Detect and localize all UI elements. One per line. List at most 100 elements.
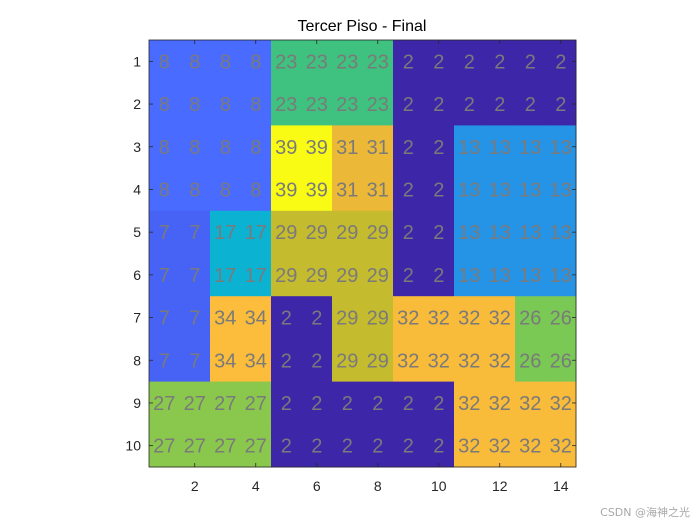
heatmap-cell [545, 168, 577, 212]
cell-value-label: 13 [458, 265, 480, 287]
cell-value-label: 2 [403, 137, 414, 159]
heatmap-cell [271, 168, 302, 212]
cell-value-label: 2 [372, 393, 383, 415]
cell-value-label: 13 [489, 222, 511, 244]
heatmap-cell [454, 210, 485, 254]
heatmap-cell [515, 424, 546, 468]
heatmap-cell [484, 338, 516, 383]
cell-value-label: 29 [367, 350, 389, 372]
cell-value-label: 2 [311, 436, 322, 458]
heatmap-cell [149, 338, 180, 383]
heatmap-cell [515, 125, 546, 169]
heatmap-cell [393, 381, 424, 425]
heatmap-cell [423, 296, 455, 340]
cell-value-label: 2 [433, 137, 444, 159]
cell-value-label: 2 [433, 94, 444, 116]
cell-value-label: 8 [220, 51, 231, 73]
heatmap-cell [393, 424, 424, 468]
cell-value-label: 2 [281, 308, 292, 330]
x-tick-label: 6 [313, 478, 321, 494]
x-tick-label: 4 [252, 478, 260, 494]
cell-value-label: 2 [433, 265, 444, 287]
heatmap-cell [515, 338, 546, 383]
heatmap-cell [515, 381, 546, 425]
heatmap-cell [362, 296, 394, 340]
cell-value-label: 13 [458, 222, 480, 244]
heatmap-cell [271, 40, 302, 84]
plot-frame [148, 39, 577, 468]
heatmap-cell [210, 296, 241, 340]
heatmap-cell [362, 338, 394, 383]
heatmap-cell [271, 424, 302, 468]
cell-value-label: 27 [245, 436, 267, 458]
y-tick-label: 6 [133, 267, 141, 283]
cell-value-label: 32 [489, 308, 511, 330]
heatmap-cell [210, 424, 241, 468]
cell-value-label: 23 [306, 94, 328, 116]
cell-value-label: 13 [489, 179, 511, 201]
heatmap-cell [240, 82, 272, 126]
heatmap-cell [545, 40, 577, 84]
heatmap-cell [423, 168, 455, 212]
heatmap-cell [332, 125, 363, 169]
cell-value-label: 29 [367, 265, 389, 287]
cell-value-label: 2 [403, 393, 414, 415]
cell-value-label: 26 [550, 350, 572, 372]
heatmap-cell [454, 253, 485, 297]
heatmap-cell [149, 381, 180, 425]
heatmap-cell [301, 210, 333, 254]
cell-value-label: 27 [153, 393, 175, 415]
heatmap-cell [240, 40, 272, 84]
heatmap-cell [179, 40, 211, 84]
cell-value-label: 31 [367, 179, 389, 201]
cell-value-label: 2 [433, 222, 444, 244]
cell-value-label: 2 [464, 51, 475, 73]
cell-value-label: 32 [550, 393, 572, 415]
cell-value-label: 2 [525, 94, 536, 116]
y-tick-label: 8 [133, 352, 141, 368]
cell-value-label: 26 [519, 308, 541, 330]
heatmap-cell [515, 210, 546, 254]
chart-title: Tercer Piso - Final [298, 18, 427, 35]
cell-value-label: 26 [519, 350, 541, 372]
cell-value-label: 32 [519, 393, 541, 415]
heatmap-cell [149, 210, 180, 254]
heatmap-cell [423, 40, 455, 84]
cell-value-label: 8 [189, 94, 200, 116]
heatmap-cell [515, 296, 546, 340]
heatmap-cell [393, 253, 424, 297]
heatmap-cell [210, 82, 241, 126]
heatmap-cell [301, 253, 333, 297]
heatmap-cell [484, 424, 516, 468]
heatmap-cell [393, 168, 424, 212]
heatmap-cell [362, 381, 394, 425]
cell-value-label: 31 [336, 137, 358, 159]
cell-value-label: 39 [306, 137, 328, 159]
cell-value-label: 8 [189, 51, 200, 73]
watermark: CSDN @海神之光 [600, 506, 690, 519]
cell-value-label: 7 [189, 350, 200, 372]
cell-value-label: 32 [550, 436, 572, 458]
heatmap-cell [301, 381, 333, 425]
cell-value-label: 34 [214, 308, 236, 330]
cell-value-label: 34 [214, 350, 236, 372]
heatmap-cell [240, 168, 272, 212]
y-tick-label: 2 [133, 96, 141, 112]
cell-value-label: 13 [519, 179, 541, 201]
cell-value-label: 39 [275, 137, 297, 159]
heatmap-cell [515, 168, 546, 212]
y-tick-label: 3 [133, 139, 141, 155]
cell-value-label: 13 [550, 265, 572, 287]
heatmap-cell [515, 40, 546, 84]
heatmap-cell [332, 210, 363, 254]
x-tick-label: 10 [431, 478, 447, 494]
cell-value-label: 13 [489, 137, 511, 159]
cell-value-label: 7 [159, 308, 170, 330]
cell-value-label: 27 [214, 436, 236, 458]
x-tick-label: 14 [553, 478, 569, 494]
cell-value-label: 7 [159, 265, 170, 287]
cell-value-label: 2 [433, 179, 444, 201]
heatmap-cell [149, 40, 180, 84]
heatmap-cells [149, 40, 577, 468]
cell-value-label: 2 [281, 393, 292, 415]
